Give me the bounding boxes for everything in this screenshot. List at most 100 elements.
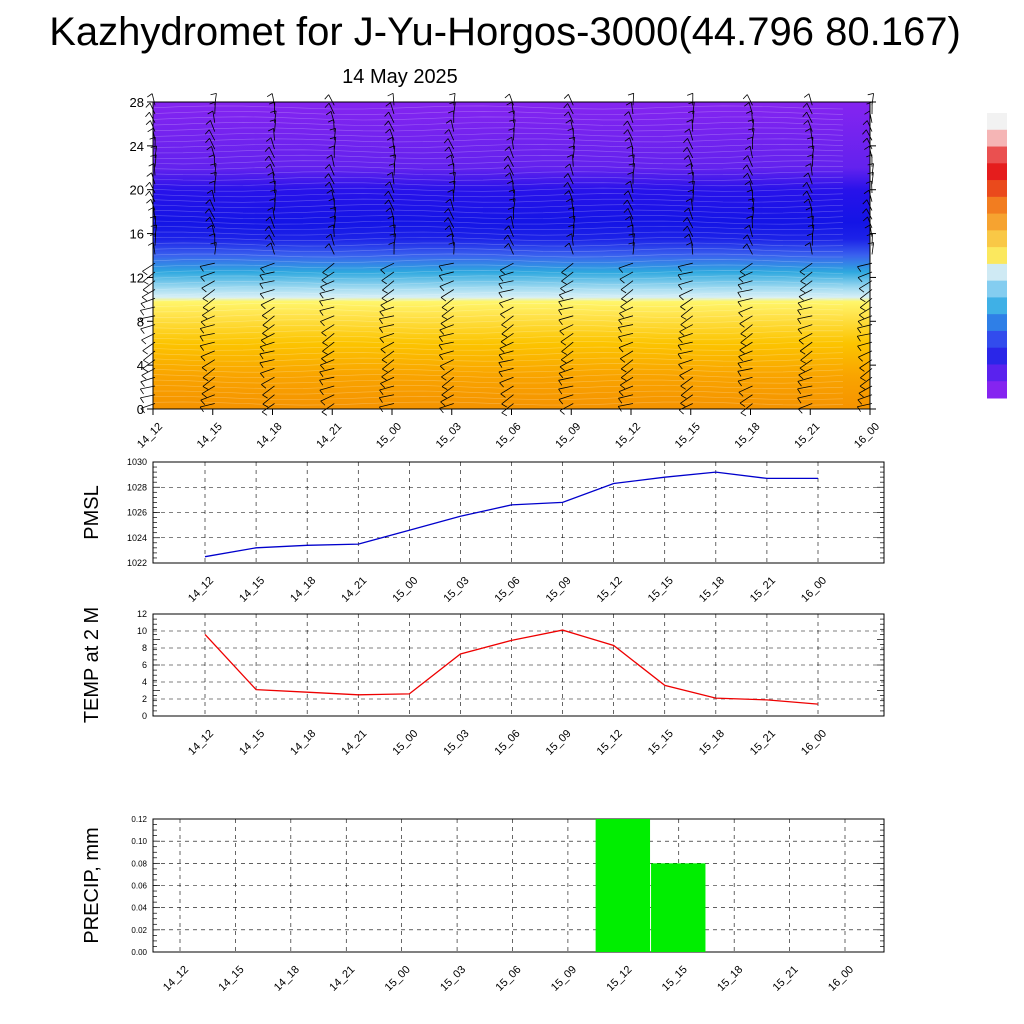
wind-barb: [627, 190, 634, 202]
y-tick-label: 24: [130, 139, 144, 154]
wind-barb-flag: [563, 182, 568, 188]
wind-barb: [737, 297, 753, 303]
wind-barb: [448, 146, 455, 159]
wind-barb: [270, 164, 275, 176]
wind-barb-flag: [564, 163, 571, 168]
wind-barb-flag: [558, 309, 563, 316]
wind-barb-flag: [145, 120, 151, 125]
wind-barb: [687, 225, 694, 238]
colorbar-segment: [987, 330, 1007, 349]
wind-barb: [439, 403, 454, 409]
wind-barb-flag: [627, 92, 634, 96]
wind-barb: [749, 181, 753, 194]
wind-barb: [393, 145, 396, 158]
wind-barb-flag: [142, 350, 148, 355]
wind-barb: [691, 242, 694, 255]
wind-barb-flag: [805, 163, 811, 167]
wind-barb-flag: [440, 401, 446, 407]
wind-barb: [739, 315, 753, 324]
y-tick-label: 8: [137, 314, 144, 329]
wind-barb-flag: [509, 119, 516, 122]
wind-barb-flag: [683, 225, 688, 231]
wind-barb-flag: [444, 129, 450, 134]
wind-barb: [619, 350, 634, 360]
wind-barb: [259, 350, 275, 355]
x-tick-label: 15_09: [544, 575, 574, 605]
wind-barb: [797, 297, 813, 304]
wind-barb-flag: [210, 93, 217, 96]
wind-barb-flag: [321, 358, 327, 363]
y-tick-label: 0.10: [131, 837, 147, 846]
wind-barb: [448, 129, 455, 141]
contour-line: [152, 248, 844, 252]
wind-barb: [679, 324, 693, 333]
wind-barb: [453, 242, 455, 255]
wind-barb-flag: [625, 180, 631, 185]
wind-barb: [440, 289, 454, 298]
x-tick-label: 15_12: [595, 575, 625, 605]
wind-barb: [508, 146, 514, 159]
wind-barb-flag: [685, 198, 692, 202]
wind-barb-flag: [862, 216, 868, 222]
wind-barb: [752, 198, 755, 211]
wind-barb: [321, 324, 335, 333]
precip-bar: [595, 819, 651, 952]
wind-barb: [261, 403, 275, 413]
wind-barb: [806, 182, 813, 194]
x-tick-label: 15_15: [673, 421, 703, 451]
wind-barb: [319, 306, 335, 312]
wind-barb-flag: [859, 367, 865, 372]
wind-barb: [692, 181, 695, 194]
wind-barb-flag: [324, 243, 330, 249]
wind-barb-flag: [386, 171, 393, 176]
wind-barb: [439, 324, 454, 331]
wind-barb: [328, 243, 335, 255]
contour-line: [152, 209, 844, 214]
y-tick-label: 0.00: [131, 948, 147, 957]
wind-barb: [333, 137, 337, 150]
wind-barb: [498, 368, 514, 373]
wind-barb-flag: [744, 224, 750, 230]
wind-barb: [866, 129, 873, 141]
wind-barb: [389, 181, 395, 194]
wind-barb-flag: [262, 324, 269, 329]
colorbar-segment: [987, 297, 1007, 315]
wind-barb: [379, 403, 395, 408]
wind-barb-flag: [798, 296, 804, 301]
wind-barb-flag: [862, 208, 867, 214]
wind-barb-flag: [742, 234, 748, 240]
wind-barb-flag: [378, 318, 383, 325]
wind-barb-flag: [325, 110, 332, 116]
wind-barb: [319, 385, 335, 391]
wind-barb: [202, 289, 215, 299]
wind-barb: [333, 207, 337, 220]
wind-barb-flag: [262, 403, 269, 408]
wind-barb: [618, 315, 634, 321]
wind-barb-flag: [628, 233, 635, 236]
wind-barb-flag: [208, 180, 215, 184]
wind-barb: [620, 368, 634, 379]
wind-barb-flag: [626, 145, 633, 149]
wind-barb-flag: [269, 198, 276, 201]
wind-barb: [739, 394, 753, 404]
wind-barb-flag: [261, 384, 267, 389]
wind-barb-flag: [559, 330, 565, 336]
wind-barb-flag: [805, 128, 811, 132]
wind-barb-flag: [797, 381, 802, 387]
wind-barb: [621, 289, 634, 300]
wind-barb-flag: [803, 93, 810, 98]
wind-barb: [331, 154, 335, 167]
wind-barb-flag: [142, 289, 149, 294]
wind-barb: [268, 146, 275, 159]
wind-barb: [572, 137, 576, 150]
wind-barb: [618, 262, 634, 269]
wind-barb-flag: [324, 173, 329, 179]
wind-barb: [268, 234, 275, 246]
x-tick-label: 15_00: [390, 728, 420, 758]
wind-barb: [511, 102, 514, 115]
wind-barb-flag: [748, 198, 755, 201]
wind-barb-flag: [623, 120, 628, 126]
contour-line: [152, 270, 844, 274]
wind-barb-flag: [624, 111, 630, 116]
wind-barb-flag: [443, 138, 449, 144]
